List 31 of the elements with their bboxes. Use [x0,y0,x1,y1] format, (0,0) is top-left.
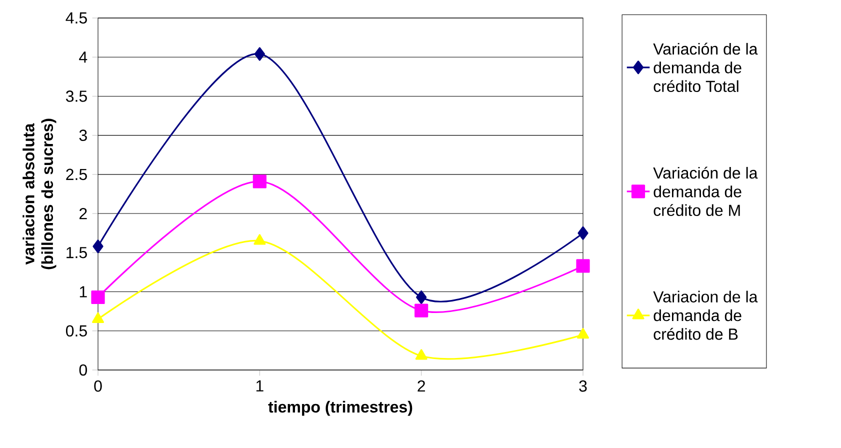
point [576,259,590,273]
point [577,328,589,339]
y-tick-label: 1.5 [66,247,87,258]
y-tick-label: 1 [80,286,87,298]
y-tick-label: 3 [79,130,87,141]
point [578,226,588,240]
point [414,304,428,318]
point [92,312,104,323]
legend-label: Variación de la demanda de crédito de M [653,166,758,216]
y-tick-label: 0.5 [66,325,87,337]
x-tick-label: 1 [256,380,264,392]
legend-label: Variacion de la demanda de crédito de B [653,290,758,340]
point [252,174,266,188]
point [254,234,266,245]
y-tick-label: 3.5 [66,90,87,102]
y-tick-label: 4 [79,52,88,63]
y-tick-label: 2.5 [66,168,87,180]
y-tick-label: 2 [80,208,87,220]
y-axis-title: variacion absoluta (billones de sucres) [22,118,56,270]
point [91,290,105,304]
point [415,349,428,360]
legend-label: Variación de la demanda de crédito Total [653,42,758,92]
point [92,240,104,254]
y-tick-label: 0 [79,364,87,376]
x-tick-label: 2 [418,380,425,392]
x-tick-label: 0 [94,380,102,392]
point [416,290,427,304]
x-tick-label: 3 [579,380,587,392]
x-axis-title: tiempo (trimestres) [268,400,412,416]
point [254,47,265,61]
y-tick-label: 4.5 [66,12,87,24]
